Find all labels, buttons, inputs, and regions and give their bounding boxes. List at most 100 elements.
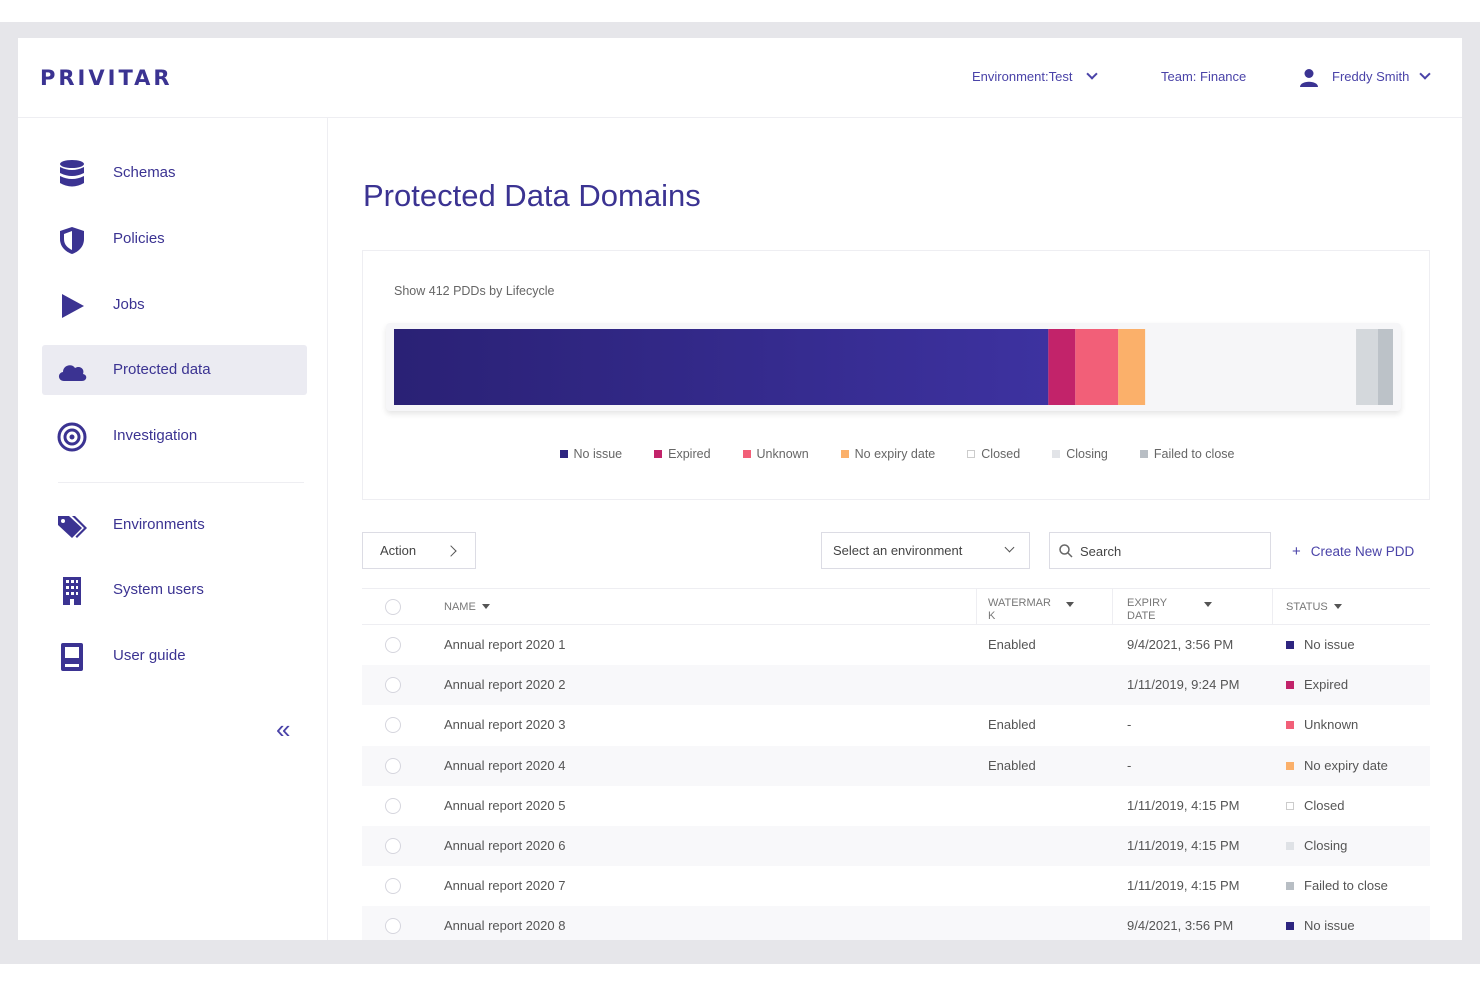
sidebar-item-label: User guide	[113, 647, 186, 664]
legend-label: Failed to close	[1153, 447, 1235, 461]
cell-status: Closed	[1286, 798, 1344, 813]
legend-swatch	[840, 450, 849, 458]
pdd-table: NAME WATERMAR K EXPIRY DATE STATUS Annua…	[362, 588, 1430, 940]
table-row[interactable]: Annual report 2020 3 Enabled - Unknown	[362, 705, 1430, 745]
team-selector[interactable]: Team: Finance	[1161, 69, 1246, 84]
select-all-checkbox[interactable]	[385, 599, 401, 615]
table-row[interactable]: Annual report 2020 8 9/4/2021, 3:56 PM No …	[362, 906, 1430, 940]
search-input[interactable]	[1080, 541, 1260, 561]
cell-status: No issue	[1286, 637, 1355, 652]
status-swatch	[1286, 721, 1294, 730]
row-checkbox[interactable]	[385, 757, 401, 774]
sidebar-item-label: Environments	[113, 516, 205, 533]
column-header-status[interactable]: STATUS	[1286, 601, 1342, 614]
sidebar-item-jobs[interactable]: Jobs	[42, 280, 307, 330]
legend-label: Closed	[981, 447, 1021, 461]
legend-swatch	[559, 450, 568, 458]
user-menu[interactable]: Freddy Smith	[1332, 68, 1431, 84]
column-header-expiry[interactable]: EXPIRY DATE	[1127, 597, 1187, 623]
table-row[interactable]: Annual report 2020 2 1/11/2019, 9:24 PM Ex…	[362, 665, 1430, 706]
lifecycle-segment-failed-to-close[interactable]	[1378, 329, 1393, 405]
table-row[interactable]: Annual report 2020 5 1/11/2019, 4:15 PM Cl…	[362, 786, 1430, 826]
table-row[interactable]: Annual report 2020 4 Enabled - No expiry da…	[362, 745, 1430, 786]
sidebar-item-protected-data[interactable]: Protected data	[42, 345, 307, 395]
sidebar-item-system-users[interactable]: System users	[42, 565, 307, 615]
column-header-label: EXPIRY DATE	[1127, 597, 1168, 622]
lifecycle-segment-unknown[interactable]	[1075, 329, 1119, 405]
create-new-pdd-button[interactable]: + Create New PDD	[1292, 543, 1414, 560]
status-label: Failed to close	[1304, 878, 1388, 894]
cell-expiry: 9/4/2021, 3:56 PM	[1127, 637, 1234, 652]
book-icon	[61, 643, 83, 671]
status-swatch	[1286, 801, 1294, 810]
status-label: Unknown	[1304, 717, 1359, 733]
status-swatch	[1286, 641, 1294, 649]
environment-select[interactable]: Select an environment	[821, 532, 1030, 569]
column-header-label: STATUS	[1286, 601, 1328, 613]
row-checkbox[interactable]	[385, 878, 401, 895]
status-label: No issue	[1304, 918, 1355, 934]
page-title: Protected Data Domains	[363, 178, 701, 213]
cell-watermark: Enabled	[988, 717, 1036, 733]
search-box[interactable]	[1049, 532, 1271, 569]
sidebar-item-user-guide[interactable]: User guide	[42, 631, 307, 681]
chevron-down-icon	[1086, 68, 1099, 80]
cell-expiry: 1/11/2019, 9:24 PM	[1127, 677, 1240, 693]
table-row[interactable]: Annual report 2020 7 1/11/2019, 4:15 PM Fa…	[362, 866, 1430, 906]
legend-swatch	[1139, 450, 1148, 458]
sidebar-item-environments[interactable]: Environments	[42, 500, 307, 550]
sort-down-icon[interactable]	[1066, 602, 1074, 607]
create-new-pdd-label: Create New PDD	[1310, 544, 1415, 559]
status-swatch	[1286, 681, 1294, 690]
row-checkbox[interactable]	[385, 838, 401, 854]
status-label: Closed	[1304, 797, 1345, 813]
column-divider	[1112, 589, 1113, 625]
cell-watermark: Enabled	[988, 757, 1036, 773]
legend-item: No issue	[559, 447, 622, 461]
row-checkbox[interactable]	[385, 797, 401, 814]
status-label: Closing	[1304, 838, 1348, 853]
table-row[interactable]: Annual report 2020 6 1/11/2019, 4:15 PM Cl…	[362, 826, 1430, 866]
app-window: PRIVITAR Environment:Test Team: Finance …	[18, 38, 1462, 940]
legend-label: No expiry date	[854, 447, 936, 461]
sidebar-item-schemas[interactable]: Schemas	[42, 148, 307, 198]
lifecycle-segment-closed[interactable]	[1145, 329, 1357, 405]
row-checkbox[interactable]	[385, 637, 401, 653]
cell-name: Annual report 2020 3	[444, 717, 566, 733]
legend-swatch	[1052, 450, 1061, 458]
cell-status: No issue	[1286, 918, 1355, 933]
column-header-label: NAME	[444, 601, 476, 613]
cell-name: Annual report 2020 6	[444, 838, 566, 853]
plus-icon: +	[1292, 543, 1301, 560]
status-swatch	[1286, 842, 1294, 850]
sidebar-item-label: System users	[113, 581, 204, 598]
collapse-sidebar-button[interactable]: «	[276, 714, 291, 744]
table-row[interactable]: Annual report 2020 1 Enabled 9/4/2021, 3:5…	[362, 625, 1430, 665]
search-icon	[1059, 544, 1073, 558]
column-header-name[interactable]: NAME	[444, 601, 490, 614]
lifecycle-segment-closing[interactable]	[1356, 329, 1379, 405]
action-button[interactable]: Action	[362, 532, 476, 569]
sidebar-item-label: Schemas	[113, 164, 176, 181]
row-checkbox[interactable]	[385, 918, 401, 935]
sort-down-icon[interactable]	[1204, 602, 1212, 607]
cell-expiry: 1/11/2019, 4:15 PM	[1127, 838, 1240, 853]
sidebar-item-policies[interactable]: Policies	[42, 214, 307, 264]
action-button-label: Action	[380, 543, 417, 558]
lifecycle-segment-no-issue[interactable]	[394, 329, 1049, 405]
user-icon	[1300, 69, 1318, 87]
cell-status: Expired	[1286, 677, 1348, 692]
lifecycle-segment-expired[interactable]	[1048, 329, 1076, 405]
sidebar-item-investigation[interactable]: Investigation	[42, 411, 307, 461]
environment-select-value: Select an environment	[833, 543, 963, 558]
column-header-watermark[interactable]: WATERMAR K	[988, 597, 1058, 623]
cell-status: Unknown	[1286, 717, 1358, 732]
row-checkbox[interactable]	[385, 717, 401, 734]
lifecycle-segment-no-expiry-date[interactable]	[1118, 329, 1146, 405]
cell-status: Failed to close	[1286, 878, 1388, 893]
chevron-right-icon	[445, 545, 457, 557]
cloud-icon	[58, 365, 87, 381]
environment-dropdown[interactable]: Environment:Test	[972, 68, 1099, 84]
row-checkbox[interactable]	[385, 677, 401, 694]
sort-down-icon	[481, 604, 490, 609]
